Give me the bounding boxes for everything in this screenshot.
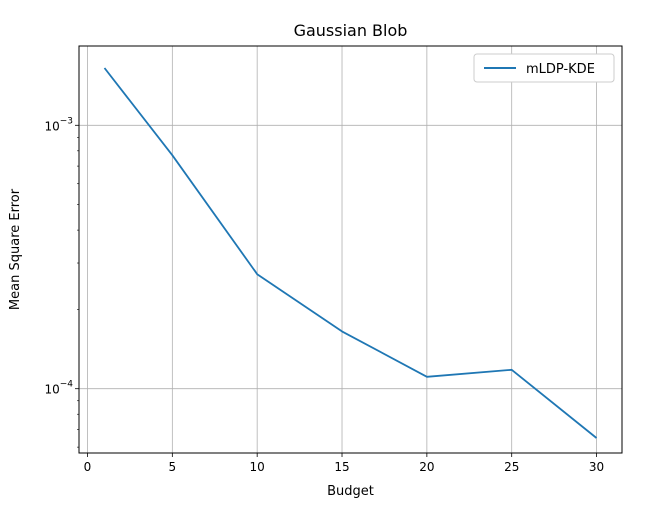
y-axis-label: Mean Square Error bbox=[8, 188, 23, 310]
x-tick-label: 30 bbox=[589, 460, 604, 474]
y-tick-label: 10−4 bbox=[44, 380, 73, 397]
chart-title: Gaussian Blob bbox=[294, 21, 408, 40]
x-axis-label: Budget bbox=[327, 484, 374, 499]
legend: mLDP-KDE bbox=[473, 53, 615, 83]
x-tick-label: 25 bbox=[504, 460, 519, 474]
x-tick-label: 0 bbox=[84, 460, 92, 474]
plot-frame bbox=[78, 45, 623, 454]
y-tick-label: 10−3 bbox=[44, 116, 73, 133]
series-lines bbox=[103, 67, 598, 439]
ticks: 0 5 10 15 20 25 30 10−3 10−4 bbox=[44, 116, 604, 474]
series-line-mLDP-KDE bbox=[103, 67, 598, 439]
x-tick-label: 20 bbox=[419, 460, 434, 474]
x-tick-label: 5 bbox=[169, 460, 177, 474]
x-tick-label: 15 bbox=[334, 460, 349, 474]
x-tick-label: 10 bbox=[250, 460, 265, 474]
legend-box bbox=[473, 53, 615, 83]
legend-label: mLDP-KDE bbox=[526, 62, 595, 77]
grid bbox=[79, 46, 622, 453]
